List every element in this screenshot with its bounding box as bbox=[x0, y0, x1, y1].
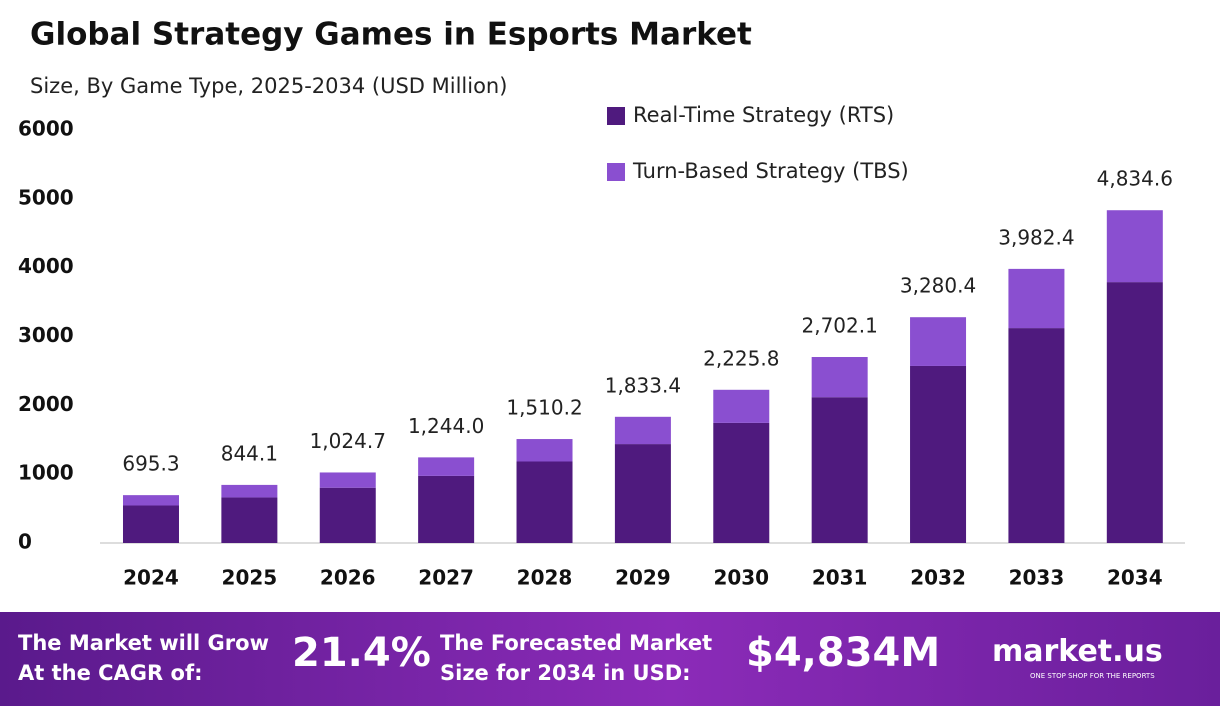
legend-label: Real-Time Strategy (RTS) bbox=[633, 103, 894, 127]
legend-swatch bbox=[607, 163, 625, 181]
total-label: 1,024.7 bbox=[310, 429, 386, 453]
x-tick-label: 2024 bbox=[123, 566, 179, 590]
chart: Global Strategy Games in Esports Market … bbox=[18, 17, 1185, 590]
y-tick-label: 1000 bbox=[18, 461, 74, 485]
bar-segment bbox=[418, 475, 475, 543]
bar-segment bbox=[1008, 328, 1065, 543]
y-tick-label: 2000 bbox=[18, 392, 74, 416]
bar-segment bbox=[122, 505, 179, 543]
bar-segment bbox=[418, 457, 475, 476]
forecast-text: The Forecasted Market Size for 2034 in US… bbox=[440, 628, 712, 688]
bar-segment bbox=[1106, 210, 1163, 283]
text: At the CAGR of: bbox=[18, 661, 203, 685]
x-tick-label: 2031 bbox=[812, 566, 868, 590]
x-tick-label: 2025 bbox=[222, 566, 278, 590]
bar-segment bbox=[614, 416, 671, 445]
x-tick-label: 2033 bbox=[1009, 566, 1065, 590]
y-tick-label: 5000 bbox=[18, 185, 74, 209]
tagline: ONE STOP SHOP FOR THE REPORTS bbox=[1030, 672, 1155, 680]
legend-swatch bbox=[607, 107, 625, 125]
footer: The Market will Grow At the CAGR of: 21.4… bbox=[0, 612, 1220, 706]
y-tick-label: 4000 bbox=[18, 254, 74, 278]
brand: market.us bbox=[992, 634, 1163, 669]
bar-segment bbox=[319, 487, 376, 543]
x-tick-label: 2029 bbox=[615, 566, 671, 590]
bar-segment bbox=[319, 472, 376, 488]
legend-label: Turn-Based Strategy (TBS) bbox=[632, 159, 909, 183]
total-label: 844.1 bbox=[221, 441, 278, 465]
bar-segment bbox=[1106, 282, 1163, 543]
chart-subtitle: Size, By Game Type, 2025-2034 (USD Milli… bbox=[30, 74, 507, 98]
y-tick-label: 6000 bbox=[18, 117, 74, 141]
total-label: 3,280.4 bbox=[900, 274, 976, 298]
cagr-text: The Market will Grow At the CAGR of: bbox=[18, 628, 269, 688]
bar-segment bbox=[811, 357, 868, 398]
total-label: 2,225.8 bbox=[703, 346, 779, 370]
total-label: 4,834.6 bbox=[1097, 167, 1173, 191]
bar-segment bbox=[614, 444, 671, 543]
bar-segment bbox=[811, 397, 868, 543]
total-label: 2,702.1 bbox=[801, 314, 877, 338]
total-label: 1,244.0 bbox=[408, 414, 484, 438]
x-tick-label: 2026 bbox=[320, 566, 376, 590]
y-tick-label: 3000 bbox=[18, 323, 74, 347]
text: Size for 2034 in USD: bbox=[440, 661, 691, 685]
x-tick-label: 2028 bbox=[517, 566, 573, 590]
x-tick-label: 2032 bbox=[910, 566, 966, 590]
forecast: $4,834M bbox=[746, 630, 941, 676]
x-tick-label: 2034 bbox=[1107, 566, 1163, 590]
bar-segment bbox=[122, 495, 179, 506]
text: The Forecasted Market bbox=[440, 631, 713, 655]
bar-segment bbox=[713, 422, 770, 543]
bar-segment bbox=[713, 389, 770, 423]
total-label: 1,833.4 bbox=[605, 373, 681, 397]
bar-segment bbox=[221, 484, 278, 498]
x-tick-label: 2027 bbox=[418, 566, 474, 590]
x-tick-label: 2030 bbox=[713, 566, 769, 590]
bar-segment bbox=[516, 461, 573, 543]
bar-segment bbox=[1008, 268, 1065, 329]
cagr: 21.4% bbox=[292, 630, 431, 676]
total-label: 3,982.4 bbox=[998, 225, 1074, 249]
bar-segment bbox=[516, 439, 573, 462]
bar-segment bbox=[910, 365, 967, 543]
chart-title: Global Strategy Games in Esports Market bbox=[30, 17, 752, 53]
text: The Market will Grow bbox=[18, 631, 269, 655]
bar-segment bbox=[221, 497, 278, 543]
y-tick-label: 0 bbox=[18, 530, 32, 554]
total-label: 1,510.2 bbox=[506, 396, 582, 420]
bar-segment bbox=[910, 317, 967, 366]
total-label: 695.3 bbox=[122, 452, 179, 476]
